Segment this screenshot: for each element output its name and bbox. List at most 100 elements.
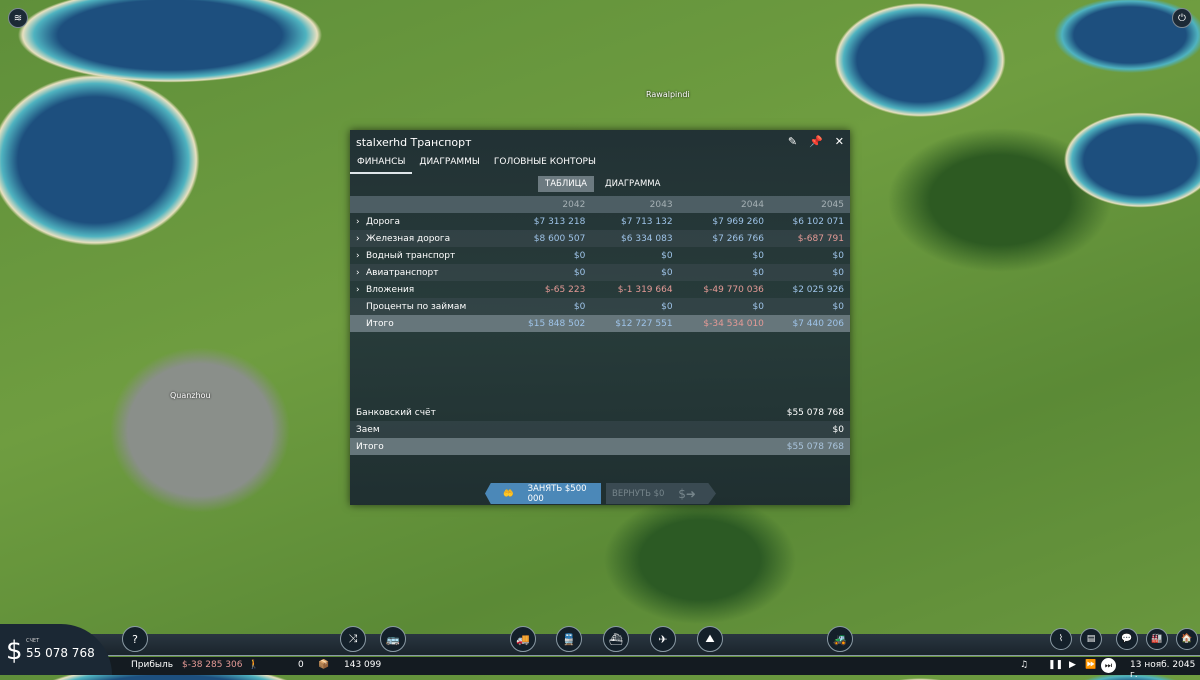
finances-table: 2042 2043 2044 2045 › Дорога $7 313 218 $7 … [350, 196, 850, 332]
cell-value: $15 848 502 [504, 315, 592, 332]
cell-value: $7 313 218 [533, 216, 586, 227]
dollar-icon: $ [6, 636, 23, 666]
chevron-right-icon[interactable]: › [356, 250, 360, 261]
town-button[interactable]: 🏠 [1176, 628, 1198, 650]
city-label[interactable]: Quanzhou [170, 391, 211, 400]
cell-value: $7 266 766 [678, 230, 770, 247]
row-label-text: Водный транспорт [366, 250, 456, 261]
city-label[interactable]: Rawalpindi [646, 90, 690, 99]
row-label-text: Проценты по займам [366, 301, 467, 312]
train-button[interactable]: 🚆 [556, 626, 582, 652]
row-label-text: Железная дорога [366, 233, 451, 244]
account-panel[interactable]: $ СЧЕТ 55 078 768 [0, 624, 112, 675]
layers-button[interactable]: ≋ [8, 8, 28, 28]
cargo-value: 143 099 [344, 660, 382, 670]
fastest-speed-button[interactable]: ⏭ [1101, 658, 1116, 673]
cell-value: $0 [752, 250, 764, 261]
cargo-icon: 📦 [318, 660, 330, 670]
help-button[interactable]: ? [122, 626, 148, 652]
cell-value: $0 [769, 264, 850, 281]
row-label: › Железная дорога [350, 230, 505, 247]
cell-value: $2 025 926 [792, 284, 844, 295]
plane-button[interactable]: ✈ [650, 626, 676, 652]
game-date: 13 нояб. 2045 г. [1130, 660, 1196, 680]
year-header: 2042 [504, 196, 592, 213]
bank-table: Банковский счёт $55 078 768 Заем $0 Итого $… [350, 404, 850, 455]
chevron-right-icon[interactable]: › [356, 233, 360, 244]
chevron-right-icon[interactable]: › [356, 216, 360, 227]
chevron-right-icon[interactable]: › [356, 267, 360, 278]
row-label-text: Итого [366, 318, 394, 329]
cell-value: $-687 791 [769, 230, 850, 247]
row-label: › Водный транспорт [350, 247, 504, 264]
stations-button[interactable]: ▤ [1080, 628, 1102, 650]
cell-value: $8 600 507 [504, 230, 592, 247]
borrow-label: ЗАНЯТЬ $500 000 [527, 483, 587, 504]
pin-icon[interactable]: 📌 [809, 135, 823, 148]
track-button[interactable]: ⌇ [1050, 628, 1072, 650]
borrow-button[interactable]: 🤲 ЗАНЯТЬ $500 000 [485, 483, 601, 504]
row-label: Итого [350, 315, 505, 332]
tab-charts[interactable]: ДИАГРАММЫ [419, 157, 480, 167]
cell-value: $-1 319 664 [617, 284, 673, 295]
year-header: 2043 [591, 196, 679, 213]
music-icon[interactable]: ♫ [1020, 660, 1029, 670]
pause-button[interactable]: ❚❚ [1048, 660, 1064, 670]
fast-forward-button[interactable]: ⏩ [1085, 660, 1097, 670]
cell-value: $0 [678, 298, 770, 315]
cell-value: $6 334 083 [591, 230, 679, 247]
row-label: › Дорога [350, 213, 504, 230]
row-label: › Вложения [350, 281, 504, 298]
loan-value: $0 [634, 421, 850, 438]
year-header: 2044 [678, 196, 770, 213]
shuffle-lines-button[interactable]: ⤨ [340, 626, 366, 652]
row-label: › Авиатранспорт [350, 264, 505, 281]
total-row: Итого $15 848 502 $12 727 551 $-34 534 010 $… [350, 315, 850, 332]
cell-value: $0 [591, 264, 679, 281]
loan-label: Заем [350, 421, 635, 438]
vehicles-button[interactable]: 🚌 [380, 626, 406, 652]
table-row[interactable]: › Авиатранспорт $0 $0 $0 $0 [350, 264, 850, 281]
profit-value: $-38 285 306 [182, 660, 243, 670]
tab-headquarters[interactable]: ГОЛОВНЫЕ КОНТОРЫ [493, 157, 596, 167]
year-header: 2045 [769, 196, 850, 213]
passengers-value: 0 [298, 660, 304, 670]
cell-value: $-65 223 [544, 284, 586, 295]
bottom-bar: $ СЧЕТ 55 078 768 ? ⤨ 🚌 🚚 🚆 ⛴ ✈ ⛰ 🚜 ⌇ ▤ … [0, 624, 1200, 680]
pencil-icon[interactable]: ✎ [787, 135, 798, 148]
table-row[interactable]: › Вложения $-65 223 $-1 319 664 $-49 770 036… [350, 281, 850, 298]
repay-button[interactable]: ВЕРНУТЬ $0 $➜ [606, 483, 716, 504]
cell-value: $0 [591, 298, 679, 315]
passenger-icon: 🚶 [248, 660, 260, 670]
subtab-table[interactable]: ТАБЛИЦА [538, 176, 595, 192]
cell-value: $6 102 071 [792, 216, 844, 227]
messages-button[interactable]: 💬 [1116, 628, 1138, 650]
cell-value: $0 [573, 250, 586, 261]
table-row[interactable]: › Дорога $7 313 218 $7 713 132 $7 969 260 $6 … [350, 213, 850, 230]
bulldozer-button[interactable]: 🚜 [827, 626, 853, 652]
bank-account-label: Банковский счёт [356, 407, 436, 418]
hand-money-icon: 🤲 [503, 488, 514, 499]
subtab-chart[interactable]: ДИАГРАММА [605, 179, 661, 189]
play-button[interactable]: ▶ [1069, 660, 1076, 670]
table-row[interactable]: Проценты по займам $0 $0 $0 $0 [350, 298, 850, 315]
close-icon[interactable]: ✕ [834, 135, 844, 148]
terrain-button[interactable]: ⛰ [697, 626, 723, 652]
window-title: stalxerhd Транспорт [356, 136, 472, 149]
industry-button[interactable]: 🏭 [1146, 628, 1168, 650]
account-value: 55 078 768 [26, 646, 95, 660]
tab-finances[interactable]: ФИНАНСЫ [350, 154, 413, 174]
table-row[interactable]: › Железная дорога $8 600 507 $6 334 083 $7 2… [350, 230, 850, 247]
road-vehicle-button[interactable]: 🚚 [510, 626, 536, 652]
power-button[interactable]: ⏻ [1172, 8, 1192, 28]
cell-value: $7 969 260 [712, 216, 764, 227]
cell-value: $0 [504, 264, 592, 281]
chevron-right-icon[interactable]: › [356, 284, 360, 295]
row-label-text: Дорога [366, 216, 401, 227]
table-row[interactable]: › Водный транспорт $0 $0 $0 $0 [350, 247, 850, 264]
cell-value: $12 727 551 [591, 315, 679, 332]
ship-button[interactable]: ⛴ [603, 626, 629, 652]
row-label-text: Авиатранспорт [366, 267, 439, 278]
row-label-text: Вложения [366, 284, 415, 295]
row-label: Проценты по займам [350, 298, 505, 315]
